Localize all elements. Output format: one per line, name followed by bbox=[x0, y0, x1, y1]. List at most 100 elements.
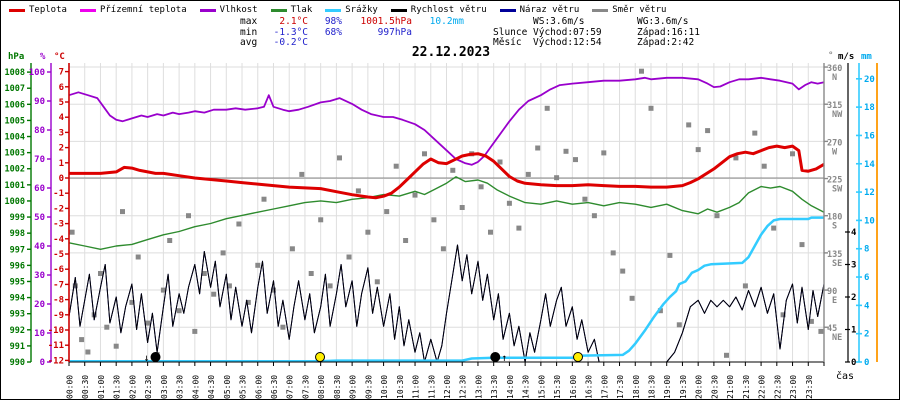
svg-text:05:00: 05:00 bbox=[223, 375, 232, 399]
svg-text:1008: 1008 bbox=[5, 68, 25, 78]
stat-min-temperature: -1.3°C bbox=[273, 26, 308, 38]
svg-text:15:30: 15:30 bbox=[553, 375, 562, 399]
svg-text:30: 30 bbox=[34, 271, 45, 281]
svg-text:-3: -3 bbox=[53, 220, 64, 230]
svg-text:SW: SW bbox=[832, 185, 843, 195]
svg-text:135: 135 bbox=[827, 250, 842, 260]
series-precipitation-line bbox=[69, 216, 824, 363]
temperature-axis-unit: °C bbox=[54, 52, 65, 62]
x-axis-ticks bbox=[68, 362, 825, 366]
svg-text:S: S bbox=[832, 222, 837, 232]
svg-text:07:30: 07:30 bbox=[301, 375, 310, 399]
svg-text:-7: -7 bbox=[53, 280, 64, 290]
svg-text:02:30: 02:30 bbox=[144, 375, 153, 399]
svg-text:1: 1 bbox=[59, 159, 64, 169]
svg-text:18:30: 18:30 bbox=[647, 375, 656, 399]
series-pressure-line bbox=[68, 176, 825, 251]
moon-label: Měsíc bbox=[493, 37, 522, 48]
svg-text:NE: NE bbox=[832, 333, 842, 343]
svg-text:14:30: 14:30 bbox=[522, 375, 531, 399]
svg-text:08:30: 08:30 bbox=[333, 375, 342, 399]
precip-axis-unit: mm bbox=[861, 52, 872, 62]
series-humidity-line bbox=[68, 76, 825, 166]
svg-text:5: 5 bbox=[59, 98, 64, 108]
legend-swatch-icon bbox=[499, 8, 516, 12]
legend-swatch-icon bbox=[79, 8, 96, 12]
svg-text:1000: 1000 bbox=[5, 197, 25, 207]
svg-text:1004: 1004 bbox=[5, 133, 25, 143]
svg-text:16:00: 16:00 bbox=[569, 375, 578, 399]
svg-text:270: 270 bbox=[827, 138, 842, 148]
series-wind-speed-line bbox=[68, 244, 825, 363]
svg-text:18: 18 bbox=[864, 103, 875, 113]
svg-text:N: N bbox=[832, 73, 837, 83]
svg-text:0: 0 bbox=[59, 174, 64, 184]
svg-text:1003: 1003 bbox=[5, 149, 25, 159]
legend-swatch-icon bbox=[325, 8, 342, 12]
svg-text:22:30: 22:30 bbox=[773, 375, 782, 399]
legend: Teplota Přízemní teplota Vlhkost Tlak Srážky… bbox=[9, 5, 666, 15]
svg-text:11:00: 11:00 bbox=[412, 375, 421, 399]
svg-text:12: 12 bbox=[864, 188, 875, 198]
stat-label: min bbox=[240, 26, 258, 38]
legend-item-3: Tlak bbox=[270, 5, 312, 15]
legend-item-4: Srážky bbox=[325, 5, 378, 15]
svg-text:-8: -8 bbox=[53, 296, 64, 306]
svg-text:NW: NW bbox=[832, 110, 843, 120]
svg-text:03:00: 03:00 bbox=[160, 375, 169, 399]
svg-text:3: 3 bbox=[851, 261, 856, 271]
svg-text:07:00: 07:00 bbox=[286, 375, 295, 399]
series-temperature-line bbox=[69, 144, 825, 200]
astro-wind-summary: WS:3.6m/s WG:3.6m/s Slunce Východ:07:59 … bbox=[493, 16, 737, 49]
svg-text:2: 2 bbox=[59, 144, 64, 154]
svg-text:08:00: 08:00 bbox=[317, 375, 326, 399]
svg-text:6: 6 bbox=[59, 83, 64, 93]
moon-rise-marker-icon bbox=[490, 352, 501, 362]
moon-set-arrow-icon: ↓ bbox=[143, 353, 149, 364]
moon-rise-time: Východ:12:54 bbox=[533, 37, 602, 48]
stats-summary: max 2.1°C 98% 1001.5hPa 10.2mm min -1.3°… bbox=[240, 16, 464, 49]
stats-row-max: max 2.1°C 98% 1001.5hPa 10.2mm bbox=[240, 16, 464, 28]
legend-item-1: Přízemní teplota bbox=[79, 5, 187, 15]
stats-row-avg: avg -0.2°C bbox=[240, 37, 464, 49]
svg-text:997: 997 bbox=[10, 245, 25, 255]
svg-text:0: 0 bbox=[864, 358, 869, 368]
sun-label: Slunce bbox=[493, 26, 528, 38]
svg-text:4: 4 bbox=[851, 228, 857, 238]
legend-label: Náraz větru bbox=[519, 5, 580, 15]
svg-text:19:30: 19:30 bbox=[679, 375, 688, 399]
svg-text:1001: 1001 bbox=[5, 181, 25, 191]
chart-title: 22.12.2023 bbox=[411, 45, 491, 60]
stats-row-min: min -1.3°C 68% 997hPa bbox=[240, 26, 464, 39]
legend-item-6: Náraz větru bbox=[499, 5, 580, 15]
svg-text:17:00: 17:00 bbox=[600, 375, 609, 399]
svg-text:50: 50 bbox=[34, 213, 45, 223]
svg-text:-10: -10 bbox=[48, 326, 64, 336]
svg-text:20: 20 bbox=[34, 300, 45, 310]
svg-text:996: 996 bbox=[10, 261, 25, 271]
svg-text:15:00: 15:00 bbox=[537, 375, 546, 399]
svg-text:14:00: 14:00 bbox=[506, 375, 515, 399]
stat-label: avg bbox=[240, 37, 258, 48]
stat-avg-temperature: -0.2°C bbox=[273, 37, 308, 48]
wind-summary-row: WS:3.6m/s WG:3.6m/s bbox=[493, 16, 737, 28]
svg-text:100: 100 bbox=[29, 68, 45, 78]
svg-text:995: 995 bbox=[10, 277, 25, 287]
svg-text:20: 20 bbox=[864, 75, 875, 85]
svg-text:2: 2 bbox=[864, 330, 869, 340]
svg-text:1002: 1002 bbox=[5, 165, 25, 175]
svg-text:70: 70 bbox=[34, 155, 45, 165]
svg-text:991: 991 bbox=[10, 342, 25, 352]
wind-speed-summary: WS:3.6m/s bbox=[533, 16, 585, 27]
svg-text:00:00: 00:00 bbox=[66, 375, 75, 399]
svg-text:990: 990 bbox=[10, 358, 25, 368]
legend-swatch-icon bbox=[9, 8, 25, 12]
wind-axis-unit: m/s bbox=[838, 52, 854, 62]
svg-text:21:30: 21:30 bbox=[742, 375, 751, 399]
svg-text:SE: SE bbox=[832, 259, 842, 269]
svg-text:2: 2 bbox=[851, 293, 856, 303]
legend-swatch-icon bbox=[390, 8, 407, 12]
svg-text:998: 998 bbox=[10, 229, 25, 239]
svg-text:-11: -11 bbox=[48, 341, 64, 351]
